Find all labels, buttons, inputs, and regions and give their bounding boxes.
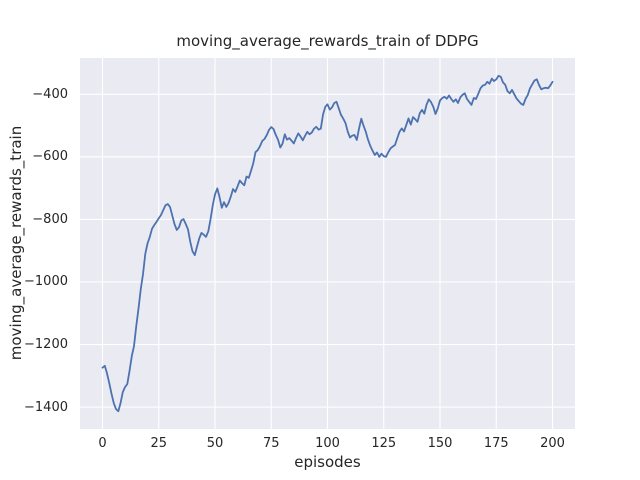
x-tick-label: 150 bbox=[427, 436, 453, 451]
x-tick-label: 100 bbox=[315, 436, 340, 451]
x-tick-label: 200 bbox=[540, 436, 565, 451]
y-tick-label: −1400 bbox=[24, 399, 68, 415]
series-line bbox=[101, 74, 554, 413]
y-tick-label: −1200 bbox=[24, 337, 68, 353]
x-tick-label: 125 bbox=[371, 436, 397, 451]
y-tick-label: −1000 bbox=[24, 274, 68, 290]
gridlines bbox=[80, 58, 575, 429]
y-axis-label: moving_average_rewards_train bbox=[7, 125, 25, 361]
chart-title: moving_average_rewards_train of DDPG bbox=[176, 32, 479, 50]
x-tick-label: 50 bbox=[206, 436, 224, 451]
x-tick-label: 75 bbox=[262, 436, 280, 451]
y-tick-label: −800 bbox=[32, 211, 68, 227]
x-axis-label: episodes bbox=[294, 453, 361, 471]
x-tick-label: 0 bbox=[98, 436, 107, 451]
y-tick-label: −600 bbox=[32, 149, 68, 165]
x-tick-label: 25 bbox=[150, 436, 168, 451]
x-tick-label: 175 bbox=[483, 436, 509, 451]
y-tick-label: −400 bbox=[32, 86, 68, 102]
